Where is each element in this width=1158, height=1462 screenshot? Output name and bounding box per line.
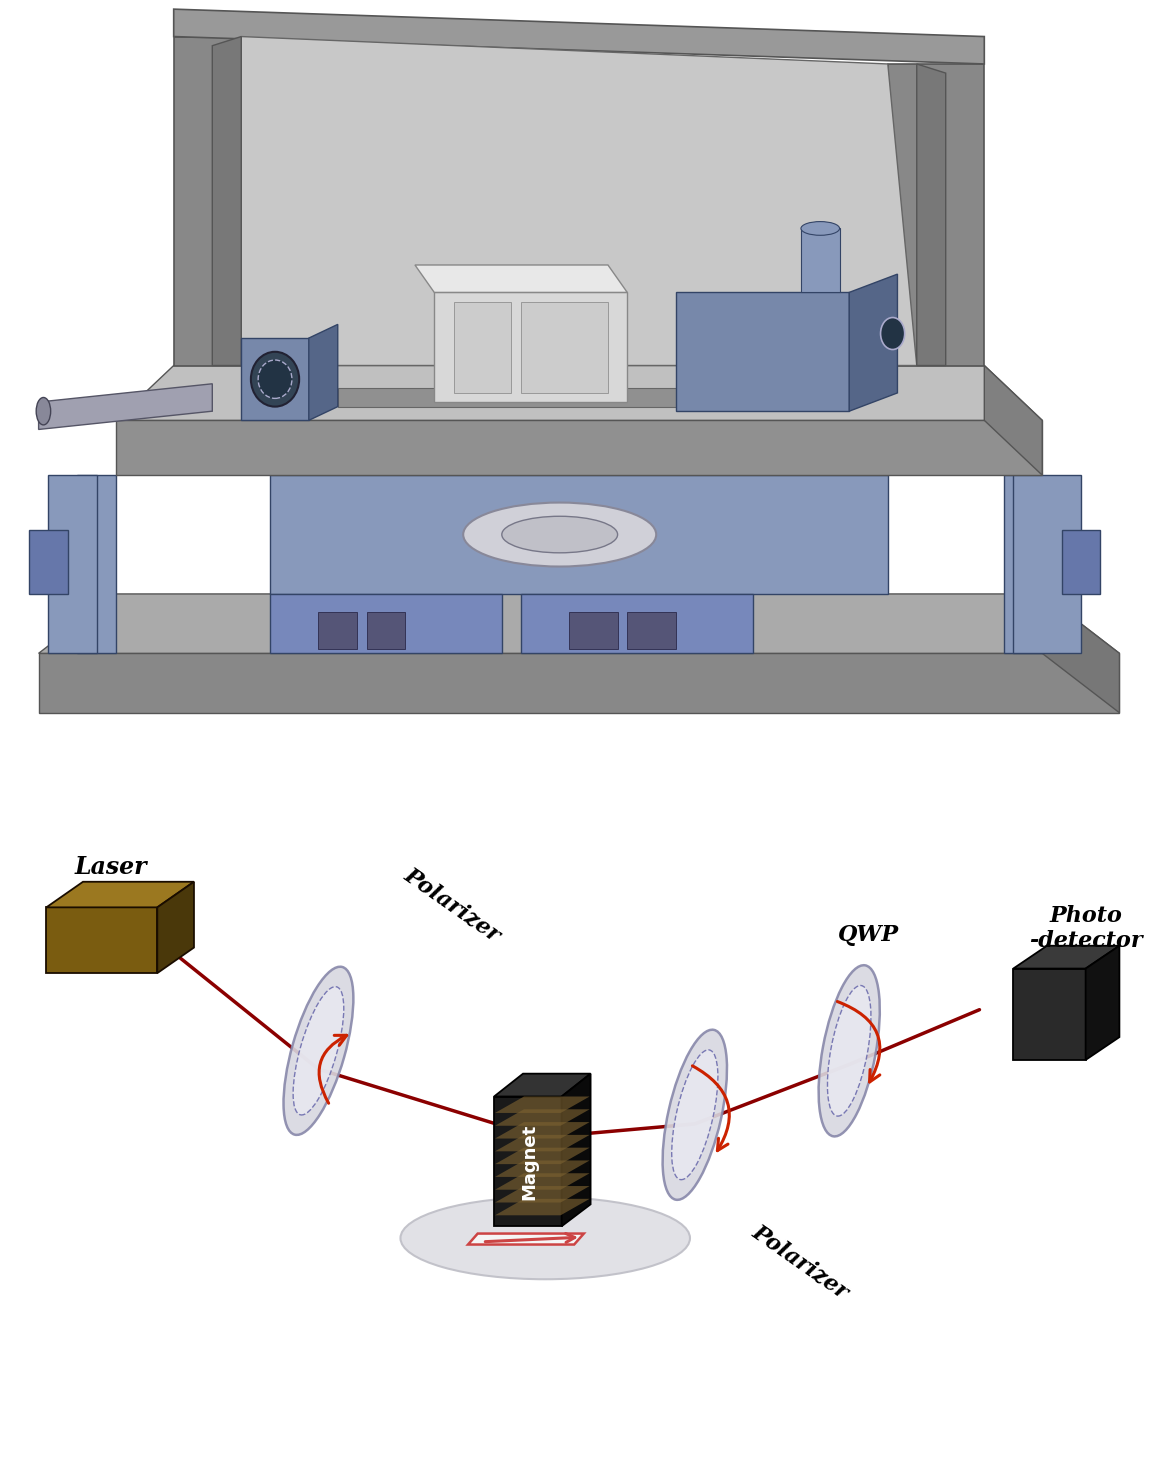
Polygon shape — [434, 292, 628, 402]
Polygon shape — [849, 275, 897, 411]
Polygon shape — [241, 338, 309, 421]
Polygon shape — [521, 301, 608, 393]
Polygon shape — [270, 594, 501, 654]
Polygon shape — [984, 366, 1042, 475]
FancyArrowPatch shape — [320, 1035, 346, 1104]
Text: Photo
-detector: Photo -detector — [1028, 905, 1143, 952]
FancyArrowPatch shape — [692, 1066, 730, 1151]
Polygon shape — [521, 594, 753, 654]
Text: Polarizer: Polarizer — [748, 1219, 852, 1303]
Polygon shape — [496, 1123, 589, 1139]
Polygon shape — [1062, 531, 1100, 594]
Ellipse shape — [293, 987, 344, 1116]
Polygon shape — [116, 421, 1042, 475]
Polygon shape — [675, 292, 849, 411]
Text: Magnet: Magnet — [521, 1124, 538, 1200]
Polygon shape — [1086, 946, 1120, 1060]
Text: QWP: QWP — [838, 924, 899, 946]
Polygon shape — [917, 64, 946, 366]
Polygon shape — [1042, 594, 1120, 713]
Polygon shape — [801, 228, 840, 292]
Polygon shape — [1013, 475, 1080, 654]
Polygon shape — [496, 1096, 589, 1113]
Polygon shape — [1013, 946, 1120, 968]
Polygon shape — [468, 1234, 584, 1244]
Polygon shape — [496, 1199, 589, 1215]
Polygon shape — [49, 475, 96, 654]
Polygon shape — [496, 1135, 589, 1152]
Ellipse shape — [828, 985, 871, 1116]
Ellipse shape — [819, 965, 880, 1136]
Ellipse shape — [251, 352, 299, 406]
Text: Polarizer: Polarizer — [401, 863, 505, 946]
Polygon shape — [415, 265, 628, 292]
Ellipse shape — [501, 516, 617, 553]
Polygon shape — [494, 1096, 562, 1227]
FancyArrowPatch shape — [837, 1001, 880, 1082]
Ellipse shape — [258, 360, 292, 398]
Polygon shape — [38, 385, 212, 430]
Polygon shape — [562, 1073, 591, 1227]
Ellipse shape — [401, 1197, 690, 1279]
Polygon shape — [212, 37, 241, 366]
Polygon shape — [628, 613, 675, 649]
Polygon shape — [46, 908, 157, 974]
Polygon shape — [157, 882, 193, 974]
Polygon shape — [46, 882, 193, 908]
Ellipse shape — [284, 966, 353, 1135]
Polygon shape — [174, 9, 984, 64]
Polygon shape — [494, 1073, 591, 1096]
Polygon shape — [496, 1148, 589, 1164]
Polygon shape — [241, 37, 917, 366]
Polygon shape — [496, 1161, 589, 1177]
Polygon shape — [116, 366, 1042, 421]
Ellipse shape — [36, 398, 51, 425]
Ellipse shape — [880, 317, 904, 349]
Polygon shape — [38, 654, 1120, 713]
Polygon shape — [888, 64, 984, 366]
Polygon shape — [78, 475, 116, 654]
Polygon shape — [1013, 968, 1086, 1060]
Polygon shape — [454, 301, 512, 393]
Polygon shape — [174, 37, 241, 366]
Polygon shape — [496, 1110, 589, 1126]
Ellipse shape — [662, 1029, 727, 1200]
Ellipse shape — [672, 1050, 718, 1180]
Polygon shape — [1004, 475, 1042, 654]
Polygon shape — [367, 613, 405, 649]
Polygon shape — [270, 475, 888, 594]
Polygon shape — [270, 439, 888, 475]
Polygon shape — [570, 613, 617, 649]
Polygon shape — [29, 531, 67, 594]
Polygon shape — [496, 1173, 589, 1190]
Polygon shape — [338, 389, 772, 406]
Polygon shape — [309, 325, 338, 421]
Text: Laser: Laser — [74, 855, 147, 879]
Ellipse shape — [463, 503, 657, 567]
Polygon shape — [318, 613, 357, 649]
Polygon shape — [38, 594, 1120, 654]
Polygon shape — [496, 1186, 589, 1202]
Ellipse shape — [801, 222, 840, 235]
